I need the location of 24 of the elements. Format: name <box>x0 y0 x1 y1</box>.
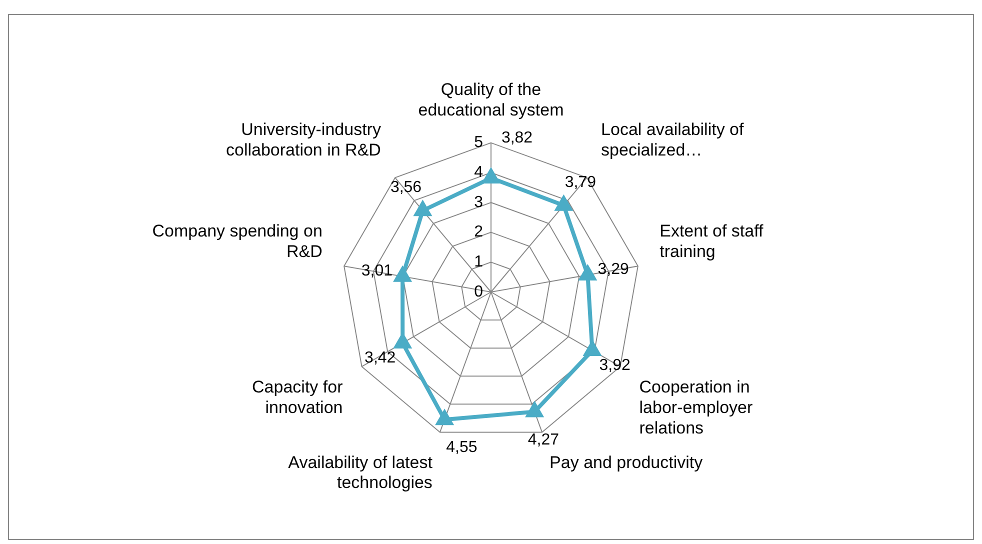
spoke-label: Company spending on R&D <box>152 221 322 261</box>
data-label: 3,29 <box>598 261 629 278</box>
data-label: 3,82 <box>501 129 533 146</box>
data-label: 3,92 <box>599 356 630 374</box>
data-label: 3,01 <box>361 262 393 280</box>
y-tick-label: 4 <box>474 164 484 182</box>
spoke-label: Cooperation in labor-employer relations <box>639 377 753 438</box>
data-label: 3,42 <box>364 349 396 366</box>
data-label: 4,55 <box>446 439 478 456</box>
spoke-label: Quality of the educational system <box>418 80 564 120</box>
y-tick-label: 5 <box>474 134 484 152</box>
data-label: 4,27 <box>528 431 560 448</box>
y-tick-label: 0 <box>474 283 484 300</box>
spoke-label: Capacity for innovation <box>252 377 344 417</box>
data-label: 3,79 <box>564 174 596 191</box>
data-label: 3,56 <box>390 179 422 196</box>
spoke-label: Availability of latest technologies <box>288 452 433 492</box>
y-tick-label: 1 <box>474 254 484 271</box>
spoke-label: Pay and productivity <box>550 452 704 472</box>
y-tick-label: 2 <box>474 224 484 241</box>
spoke-label: Extent of staff training <box>660 221 764 261</box>
spoke-label: University-industry collaboration in R&D <box>226 120 382 160</box>
spoke-label: Local availability of specialized… <box>601 120 744 160</box>
y-tick-label: 3 <box>474 194 484 211</box>
